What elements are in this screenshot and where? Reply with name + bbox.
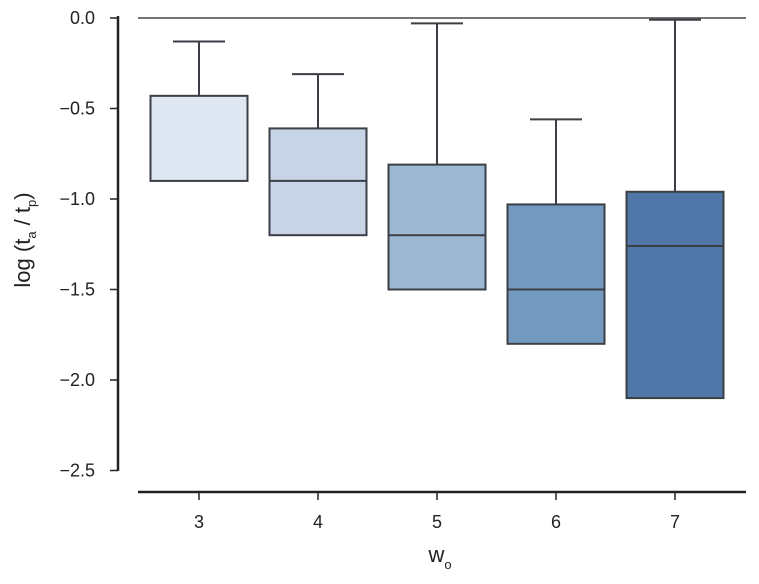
y-axis-label-mid: / t — [10, 207, 35, 231]
y-tick-label: −1.0 — [59, 189, 95, 209]
box-iqr — [387, 163, 487, 291]
axis-labels: wo log (ta / tp) — [10, 192, 452, 572]
plot-area — [138, 17, 746, 400]
x-tick-label: 5 — [432, 512, 442, 532]
box-iqr — [506, 203, 606, 345]
box-iqr — [149, 94, 249, 182]
y-axis-label-prefix: log (t — [10, 239, 35, 288]
box-group-3 — [149, 40, 249, 182]
x-tick-label: 7 — [670, 512, 680, 532]
y-tick-label: 0.0 — [70, 8, 95, 28]
x-axis-label-subscript: o — [444, 557, 451, 572]
y-tick-label: −2.5 — [59, 461, 95, 481]
box-group-4 — [268, 73, 368, 237]
x-axis-label: wo — [427, 542, 451, 572]
axes: 0.0 −0.5 −1.0 −1.5 −2.0 −2.5 3 4 5 6 7 — [59, 8, 746, 532]
box-group-7 — [625, 18, 725, 400]
x-axis-label-main: w — [427, 542, 444, 567]
y-axis-label-sub-p: p — [24, 200, 39, 207]
y-tick-label: −0.5 — [59, 99, 95, 119]
box-iqr — [625, 190, 725, 400]
y-tick-label: −1.5 — [59, 280, 95, 300]
y-tick-label: −2.0 — [59, 370, 95, 390]
x-tick-label: 4 — [313, 512, 323, 532]
box-group-6 — [506, 118, 606, 345]
x-tick-label: 3 — [194, 512, 204, 532]
box-group-5 — [387, 22, 487, 291]
y-axis-label-suffix: ) — [10, 192, 35, 199]
y-axis-label: log (ta / tp) — [10, 192, 39, 287]
x-tick-label: 6 — [551, 512, 561, 532]
y-axis-label-sub-a: a — [24, 231, 39, 239]
